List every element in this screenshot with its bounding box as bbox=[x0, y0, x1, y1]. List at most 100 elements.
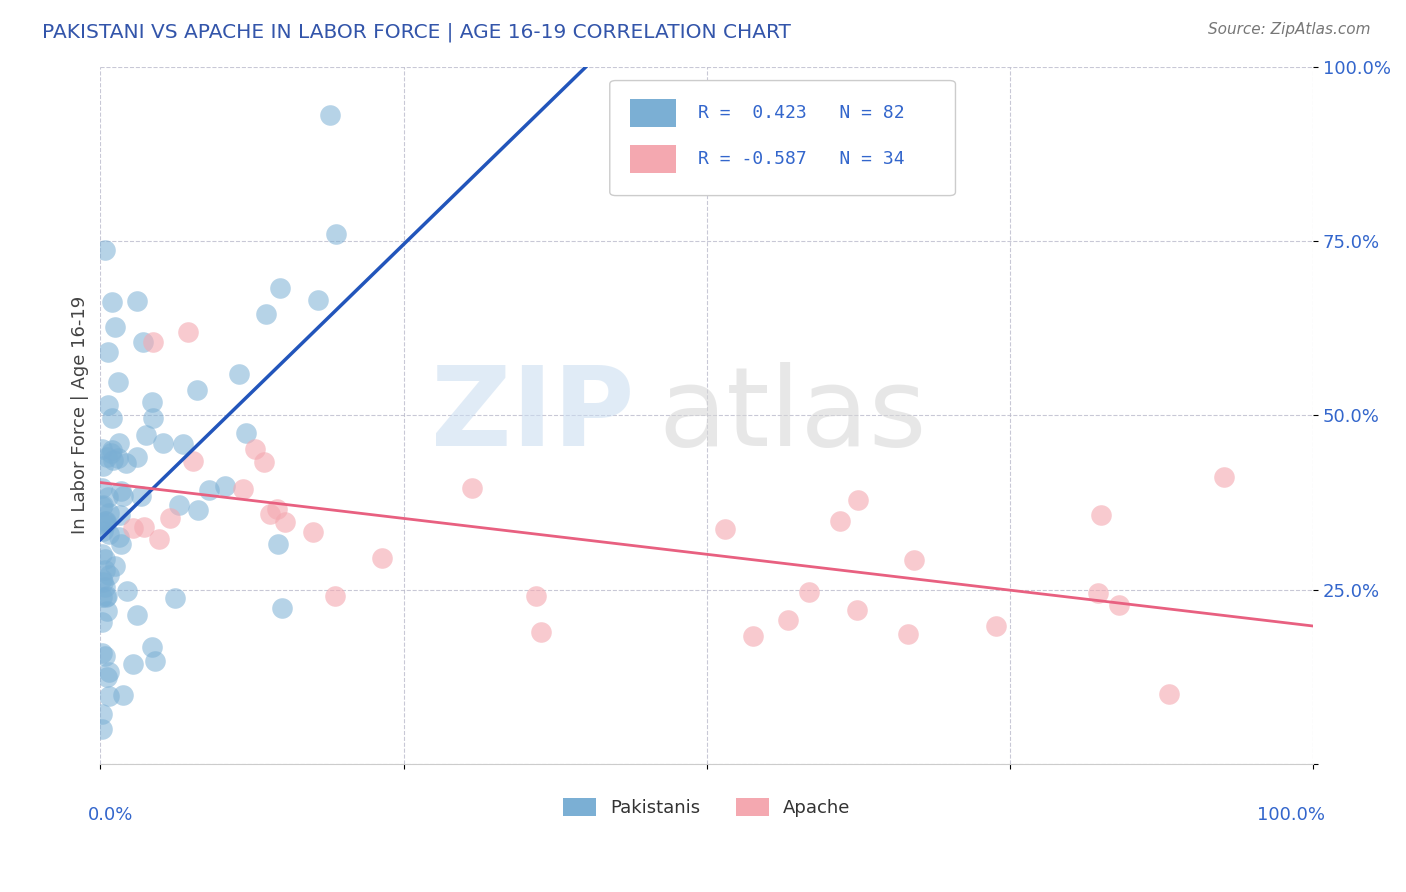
Point bbox=[259, 507, 281, 521]
Point bbox=[1090, 508, 1112, 523]
Point bbox=[90, 499, 112, 513]
Point bbox=[846, 603, 869, 617]
Point bbox=[125, 450, 148, 465]
Point bbox=[110, 537, 132, 551]
Point bbox=[371, 550, 394, 565]
Point bbox=[159, 510, 181, 524]
Point bbox=[132, 520, 155, 534]
Point bbox=[96, 450, 118, 465]
Point bbox=[163, 591, 186, 605]
Point bbox=[91, 498, 114, 512]
Point bbox=[142, 335, 165, 350]
Point bbox=[107, 450, 129, 465]
FancyBboxPatch shape bbox=[610, 80, 956, 195]
Point bbox=[94, 649, 117, 664]
Point bbox=[132, 334, 155, 349]
Point bbox=[90, 442, 112, 456]
Point bbox=[135, 428, 157, 442]
Point bbox=[325, 227, 347, 241]
Point bbox=[142, 410, 165, 425]
Text: 0.0%: 0.0% bbox=[89, 805, 134, 823]
Text: ZIP: ZIP bbox=[430, 362, 634, 468]
Point bbox=[94, 564, 117, 578]
Point bbox=[91, 646, 114, 660]
Point bbox=[181, 454, 204, 468]
Point bbox=[103, 453, 125, 467]
Point bbox=[301, 524, 323, 539]
Point bbox=[266, 501, 288, 516]
Point bbox=[741, 629, 763, 643]
Point bbox=[235, 426, 257, 441]
Point bbox=[115, 584, 138, 599]
Point bbox=[101, 443, 124, 458]
Point bbox=[91, 524, 114, 538]
Point bbox=[111, 689, 134, 703]
Point bbox=[91, 722, 114, 736]
Point bbox=[713, 522, 735, 536]
Point bbox=[167, 498, 190, 512]
Point bbox=[186, 383, 208, 397]
Point bbox=[232, 483, 254, 497]
Point bbox=[96, 604, 118, 618]
Point bbox=[97, 398, 120, 412]
Point bbox=[90, 590, 112, 604]
Point bbox=[97, 490, 120, 504]
Point bbox=[94, 514, 117, 528]
Point bbox=[90, 615, 112, 630]
Point bbox=[228, 368, 250, 382]
Point bbox=[97, 689, 120, 703]
Point bbox=[148, 533, 170, 547]
Legend: Pakistanis, Apache: Pakistanis, Apache bbox=[555, 791, 858, 824]
Point bbox=[1213, 470, 1236, 484]
Text: R =  0.423   N = 82: R = 0.423 N = 82 bbox=[699, 104, 905, 122]
Point bbox=[129, 489, 152, 503]
Point bbox=[243, 442, 266, 457]
Point bbox=[984, 618, 1007, 632]
Point bbox=[100, 445, 122, 459]
Point bbox=[1159, 687, 1181, 701]
Point bbox=[91, 574, 114, 589]
Point bbox=[94, 590, 117, 604]
Point bbox=[122, 657, 145, 671]
Point bbox=[97, 506, 120, 520]
Point bbox=[1087, 586, 1109, 600]
Point bbox=[122, 521, 145, 535]
Point bbox=[94, 244, 117, 258]
Point bbox=[91, 572, 114, 586]
Point bbox=[143, 654, 166, 668]
Point bbox=[93, 517, 115, 532]
Point bbox=[307, 293, 329, 308]
Point bbox=[110, 484, 132, 499]
Point bbox=[94, 580, 117, 594]
FancyBboxPatch shape bbox=[630, 99, 676, 128]
Point bbox=[125, 607, 148, 622]
Text: PAKISTANI VS APACHE IN LABOR FORCE | AGE 16-19 CORRELATION CHART: PAKISTANI VS APACHE IN LABOR FORCE | AGE… bbox=[42, 22, 792, 42]
Point bbox=[187, 503, 209, 517]
Point bbox=[104, 558, 127, 573]
Point bbox=[269, 281, 291, 295]
Point bbox=[254, 307, 277, 321]
Point bbox=[93, 552, 115, 566]
Point bbox=[94, 516, 117, 530]
Point bbox=[108, 435, 131, 450]
Point bbox=[903, 552, 925, 566]
Point bbox=[90, 706, 112, 721]
Point bbox=[214, 478, 236, 492]
Point bbox=[114, 456, 136, 470]
Point bbox=[172, 437, 194, 451]
Y-axis label: In Labor Force | Age 16-19: In Labor Force | Age 16-19 bbox=[72, 296, 89, 534]
Point bbox=[97, 665, 120, 680]
Point bbox=[94, 514, 117, 528]
Point bbox=[96, 590, 118, 604]
Point bbox=[323, 589, 346, 603]
Point bbox=[270, 601, 292, 615]
FancyBboxPatch shape bbox=[630, 145, 676, 173]
Point bbox=[97, 345, 120, 359]
Text: R = -0.587   N = 34: R = -0.587 N = 34 bbox=[699, 151, 905, 169]
Point bbox=[98, 526, 121, 541]
Point bbox=[461, 481, 484, 495]
Text: atlas: atlas bbox=[658, 362, 927, 468]
Point bbox=[177, 325, 200, 339]
Point bbox=[104, 319, 127, 334]
Point bbox=[107, 530, 129, 544]
